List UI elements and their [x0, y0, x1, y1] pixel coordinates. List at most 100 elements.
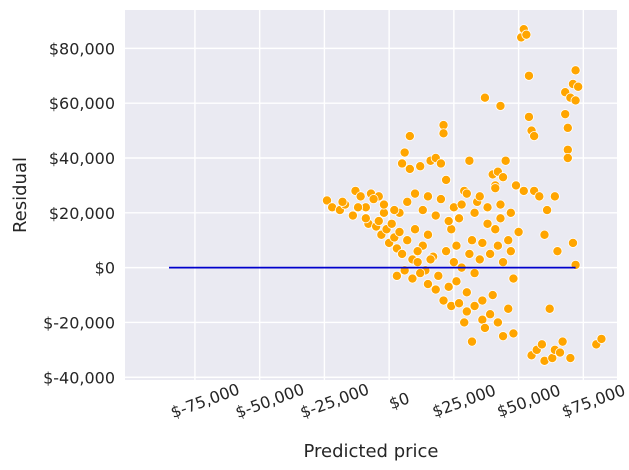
data-point: [451, 276, 462, 287]
x-tick-label: $25,000: [430, 381, 499, 421]
data-point: [508, 273, 519, 284]
data-point: [562, 122, 573, 133]
data-point: [402, 235, 413, 246]
data-point: [503, 235, 514, 246]
data-point: [438, 128, 449, 139]
data-point: [368, 194, 379, 205]
data-point: [560, 109, 571, 120]
data-point: [337, 196, 348, 207]
data-point: [461, 306, 472, 317]
data-point: [477, 314, 488, 325]
data-point: [353, 202, 364, 213]
data-point: [422, 229, 433, 240]
data-point: [498, 257, 509, 268]
data-point: [477, 237, 488, 248]
data-point: [404, 163, 415, 174]
data-point: [456, 199, 467, 210]
data-point: [466, 336, 477, 347]
data-point: [482, 218, 493, 229]
data-point: [417, 205, 428, 216]
data-point: [544, 303, 555, 314]
data-point: [518, 185, 529, 196]
y-tick-label: $-20,000: [43, 313, 115, 332]
data-points: [321, 24, 607, 366]
data-point: [435, 158, 446, 169]
x-tick-label: $-25,000: [297, 380, 371, 422]
data-point: [454, 213, 465, 224]
data-point: [567, 237, 578, 248]
data-point: [355, 191, 366, 202]
data-point: [508, 328, 519, 339]
x-tick-label: $75,000: [559, 381, 628, 421]
y-tick-label: $-40,000: [43, 368, 115, 387]
data-point: [425, 254, 436, 265]
x-tick-label: $0: [386, 388, 412, 413]
y-tick-labels: $-40,000 $-20,000 $0 $20,000 $40,000 $60,000 $…: [43, 39, 115, 387]
data-point: [435, 194, 446, 205]
data-point: [557, 336, 568, 347]
data-point: [386, 218, 397, 229]
data-point: [422, 191, 433, 202]
data-point: [469, 207, 480, 218]
data-point: [448, 257, 459, 268]
data-point: [511, 180, 522, 191]
data-point: [441, 246, 452, 257]
x-tick-label: $-75,000: [168, 380, 242, 422]
data-point: [505, 207, 516, 218]
data-point: [410, 224, 421, 235]
data-point: [397, 158, 408, 169]
data-point: [446, 224, 457, 235]
data-point: [412, 257, 423, 268]
data-point: [360, 213, 371, 224]
data-point: [521, 29, 532, 40]
data-point: [573, 81, 584, 92]
x-tick-labels: $-75,000$-50,000$-25,000 $0 $25,000$50,000…: [168, 380, 628, 422]
data-point: [410, 188, 421, 199]
data-point: [529, 131, 540, 142]
data-point: [479, 322, 490, 333]
data-point: [495, 199, 506, 210]
data-point: [562, 152, 573, 163]
data-point: [464, 155, 475, 166]
data-point: [397, 248, 408, 259]
data-point: [485, 248, 496, 259]
x-tick-label: $50,000: [494, 381, 563, 421]
data-point: [485, 309, 496, 320]
data-point: [373, 216, 384, 227]
data-point: [454, 298, 465, 309]
data-point: [321, 195, 332, 206]
data-point: [389, 205, 400, 216]
data-point: [438, 295, 449, 306]
data-point: [596, 333, 607, 344]
data-point: [474, 191, 485, 202]
data-point: [402, 196, 413, 207]
data-point: [498, 331, 509, 342]
data-point: [415, 161, 426, 172]
data-point: [549, 191, 560, 202]
data-point: [347, 210, 358, 221]
data-point: [459, 317, 470, 328]
x-axis-label: Predicted price: [303, 441, 438, 462]
data-point: [523, 111, 534, 122]
data-point: [464, 248, 475, 259]
data-point: [500, 155, 511, 166]
data-point: [399, 147, 410, 158]
data-point: [378, 199, 389, 210]
y-tick-label: $0: [95, 259, 115, 278]
data-point: [441, 174, 452, 185]
data-point: [466, 235, 477, 246]
data-point: [487, 290, 498, 301]
data-point: [404, 131, 415, 142]
data-point: [490, 183, 501, 194]
data-point: [542, 205, 553, 216]
data-point: [461, 188, 472, 199]
data-point: [482, 202, 493, 213]
data-point: [552, 246, 563, 257]
x-tick-label: $-50,000: [233, 380, 307, 422]
data-point: [490, 224, 501, 235]
data-point: [503, 303, 514, 314]
data-point: [422, 279, 433, 290]
data-point: [451, 240, 462, 251]
data-point: [523, 70, 534, 81]
